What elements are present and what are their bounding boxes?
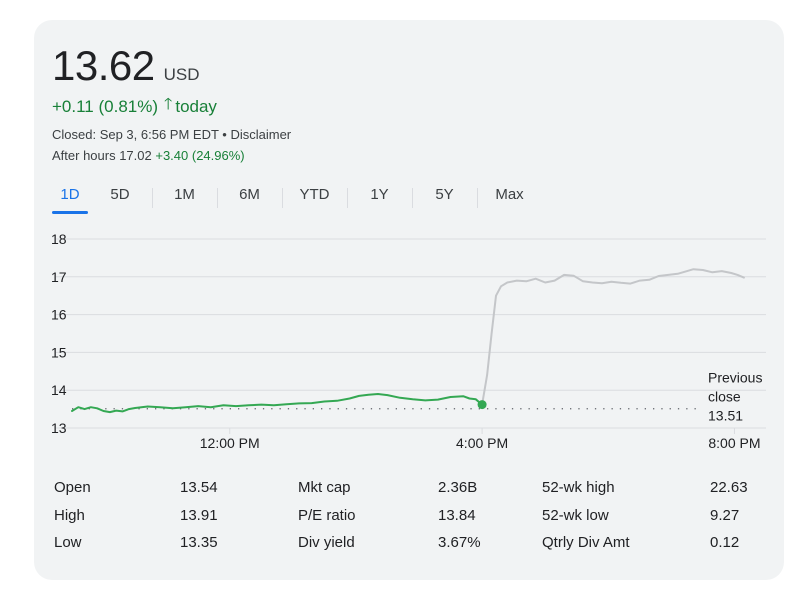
stat-label-qtrly-div: Qtrly Div Amt: [542, 534, 630, 551]
previous-close-label: Previous: [708, 370, 762, 386]
stat-value-open: 13.54: [180, 479, 218, 496]
separator-dot: •: [218, 127, 231, 142]
stat-value-high: 13.91: [180, 507, 218, 524]
price-row: 13.62 USD: [52, 42, 200, 90]
range-tabs: 1D 5D 1M 6M YTD 1Y 5Y Max: [52, 184, 542, 214]
x-tick-label: 8:00 PM: [708, 435, 760, 451]
y-tick-label: 17: [51, 269, 67, 285]
stat-label-mkt-cap: Mkt cap: [298, 479, 351, 496]
after-hours-change: +3.40 (24.96%): [155, 148, 245, 163]
stat-label-open: Open: [54, 479, 91, 496]
stat-value-low: 13.35: [180, 534, 218, 551]
tab-max[interactable]: Max: [477, 184, 542, 212]
arrow-up-icon: 🡑: [164, 96, 173, 113]
after-hours-label: After hours 17.02: [52, 148, 152, 163]
closed-status: Closed: Sep 3, 6:56 PM EDT • Disclaimer: [52, 127, 291, 142]
previous-close-label-2: close: [708, 389, 741, 405]
close-point-marker: [477, 400, 487, 410]
stat-value-52wk-low: 9.27: [710, 507, 740, 524]
regular-session-line: [71, 393, 484, 414]
y-tick-label: 16: [51, 307, 67, 323]
stat-label-div-yield: Div yield: [298, 534, 355, 551]
tab-5y[interactable]: 5Y: [412, 184, 477, 212]
tab-1y[interactable]: 1Y: [347, 184, 412, 212]
tab-ytd[interactable]: YTD: [282, 184, 347, 212]
currency-label: USD: [163, 65, 200, 84]
x-tick-label: 4:00 PM: [456, 435, 508, 451]
y-tick-label: 13: [51, 420, 67, 436]
current-price: 13.62: [52, 42, 155, 89]
stock-quote-card: 13.62 USD +0.11 (0.81%) 🡑 today Closed: …: [34, 20, 784, 580]
price-change: +0.11 (0.81%) 🡑 today: [52, 93, 217, 120]
tab-5d[interactable]: 5D: [110, 186, 130, 203]
stat-value-mkt-cap: 2.36B: [438, 479, 478, 496]
stat-label-52wk-high: 52-wk high: [542, 479, 615, 496]
stat-value-pe-ratio: 13.84: [438, 507, 476, 524]
price-chart[interactable]: 13 14 15 16 17 18 12:00 PM 4:00 PM 8:00 PM Previo…: [34, 20, 784, 470]
stat-value-div-yield: 3.67%: [438, 534, 481, 551]
after-hours-status: After hours 17.02 +3.40 (24.96%): [52, 148, 245, 163]
previous-close-value: 13.51: [708, 408, 743, 424]
closed-text: Closed: Sep 3, 6:56 PM EDT: [52, 127, 219, 142]
stat-value-qtrly-div: 0.12: [710, 534, 740, 551]
stat-label-52wk-low: 52-wk low: [542, 507, 609, 524]
y-tick-label: 14: [51, 382, 67, 398]
tab-1m[interactable]: 1M: [152, 184, 217, 212]
tab-6m[interactable]: 6M: [217, 184, 282, 212]
stat-label-high: High: [54, 507, 85, 524]
stat-value-52wk-high: 22.63: [710, 479, 748, 496]
y-tick-label: 18: [51, 231, 67, 247]
stat-label-low: Low: [54, 534, 82, 551]
x-tick-label: 12:00 PM: [200, 435, 260, 451]
change-suffix: today: [175, 96, 217, 116]
after-hours-line: [481, 268, 745, 406]
stat-label-pe-ratio: P/E ratio: [298, 507, 356, 524]
change-value: +0.11 (0.81%): [52, 96, 159, 116]
disclaimer-link[interactable]: Disclaimer: [230, 127, 292, 142]
tab-1d[interactable]: 1D: [52, 184, 88, 214]
y-tick-label: 15: [51, 344, 67, 360]
